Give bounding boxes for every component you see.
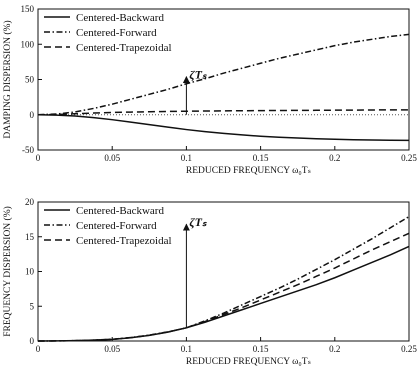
x-tick-label: 0.15 bbox=[253, 153, 269, 163]
x-tick-label: 0.1 bbox=[181, 344, 192, 354]
series-line-centered-trapezoidal bbox=[37, 109, 410, 116]
y-tick-label: -50 bbox=[22, 145, 34, 155]
annotation-label: ζTₛ bbox=[189, 68, 207, 82]
series-line-centered-backward bbox=[37, 245, 410, 342]
legend-entry: Centered-Backward bbox=[76, 12, 164, 24]
legend-entry: Centered-Trapezoidal bbox=[76, 235, 172, 247]
x-axis-label: REDUCED FREQUENCY ω₀Tₛ bbox=[186, 357, 312, 367]
legend-entry: Centered-Forward bbox=[76, 27, 157, 39]
legend-entry: Centered-Forward bbox=[76, 220, 157, 232]
frequency-dispersion-chart: 0 0.05 0.1 0.15 0.2 0.25 0 5 10 15 20 REDUCED FREQU… bbox=[2, 197, 417, 367]
y-tick-label: 50 bbox=[25, 75, 35, 85]
x-tick-label: 0.2 bbox=[329, 344, 340, 354]
annotation-label: ζTₛ bbox=[189, 215, 207, 229]
series-line-centered-backward bbox=[37, 114, 410, 142]
x-tick-label: 0.1 bbox=[181, 153, 192, 163]
legend-entry: Centered-Trapezoidal bbox=[76, 42, 172, 54]
y-tick-label: 20 bbox=[25, 197, 35, 207]
y-tick-label: 5 bbox=[30, 301, 35, 311]
x-tick-label: 0.2 bbox=[329, 153, 340, 163]
series-line-centered-forward bbox=[37, 215, 410, 342]
y-tick-label: 150 bbox=[21, 4, 35, 14]
y-tick-label: 15 bbox=[25, 232, 35, 242]
y-tick-label: 0 bbox=[30, 110, 35, 120]
legend-entry: Centered-Backward bbox=[76, 205, 164, 217]
y-axis-label: FREQUENCY DISPERSION (%) bbox=[2, 206, 13, 337]
x-tick-label: 0.25 bbox=[401, 153, 417, 163]
x-tick-label: 0 bbox=[36, 153, 41, 163]
series-line-centered-trapezoidal bbox=[37, 232, 410, 342]
y-tick-label: 10 bbox=[25, 267, 35, 277]
x-tick-label: 0.05 bbox=[104, 153, 120, 163]
x-tick-label: 0.15 bbox=[253, 344, 269, 354]
x-tick-label: 0.05 bbox=[104, 344, 120, 354]
y-tick-label: 0 bbox=[30, 336, 35, 346]
y-tick-label: 100 bbox=[21, 39, 35, 49]
y-axis-label: DAMPING DISPERSION (%) bbox=[2, 20, 13, 138]
x-axis-label: REDUCED FREQUENCY ω₀Tₛ bbox=[186, 166, 312, 176]
x-tick-label: 0 bbox=[36, 344, 41, 354]
series-line-centered-forward bbox=[37, 33, 410, 116]
x-tick-label: 0.25 bbox=[401, 344, 417, 354]
